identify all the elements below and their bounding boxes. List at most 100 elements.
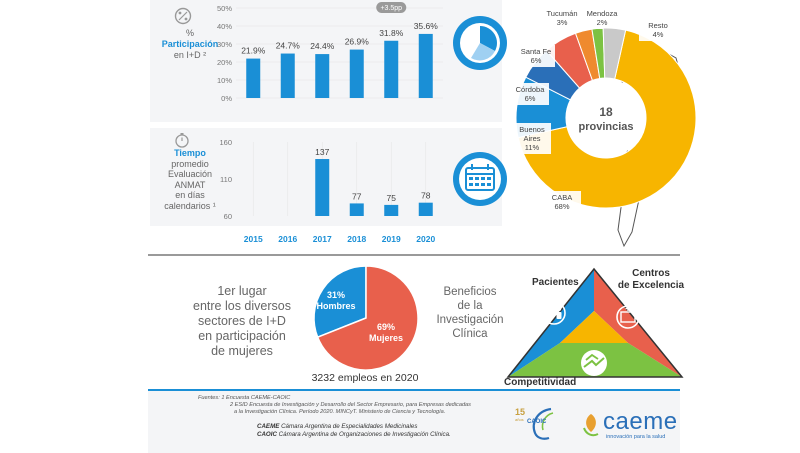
x-tick-label: 2020 (416, 234, 435, 244)
bar (349, 203, 364, 216)
y-tick-label: 60 (224, 212, 232, 221)
percent-circle-icon (174, 7, 192, 25)
y-tick-label: 110 (220, 175, 232, 184)
slice-label: Santa Fe (521, 47, 551, 56)
benefits-title-line: Beneficios (443, 286, 497, 298)
tiempo-bar-chart: 160 110 60 2015 2016 137 2017 77 2018 75 2019 78 202… (219, 138, 435, 244)
slice-label: 4% (653, 30, 664, 39)
bar (315, 54, 330, 98)
bar-value-label: 24.4% (310, 41, 335, 51)
slice-label: Resto (648, 21, 668, 30)
slice-name-label: Mujeres (369, 333, 403, 343)
tiempo-label-line: Evaluación (167, 169, 213, 179)
benefits-title: Beneficios de la Investigación Clínica (420, 285, 520, 341)
y-tick-label: 20% (217, 58, 232, 67)
slice-label: Buenos (519, 125, 545, 134)
participacion-bar-chart: 50% 40% 30% 20% 10% 0% 21.9% 24.7% 24.4% 26.9% 31.… (217, 2, 443, 103)
bar-value-label: 26.9% (345, 37, 370, 47)
benefits-title-line: de la (457, 300, 483, 312)
footer-sources: Fuentes: 1 Encuesta CAEME-CAOIC 2 ESID E… (198, 395, 518, 416)
slice-label: Tucumán (547, 9, 578, 18)
footer-accent (148, 389, 680, 391)
annotation-bubble (376, 2, 407, 13)
bar-value-label: 24.7% (276, 41, 301, 51)
women-statement-line: 1er lugar (217, 284, 267, 298)
slice-label: Córdoba (516, 85, 546, 94)
benefit-competitividad-label: Competitividad (504, 377, 577, 388)
slice-percent-label: 69% (377, 322, 395, 332)
participacion-label-line: en I+D ² (173, 50, 207, 60)
stopwatch-icon (175, 133, 189, 148)
benefit-centros-label: Centros de Excelencia (610, 268, 692, 292)
caeme-leaf-icon (583, 414, 599, 437)
caoic-logo-num: 15 (515, 407, 526, 417)
slice-label: 6% (525, 94, 536, 103)
benefit-centros-label-line: Centros (632, 268, 670, 279)
bar-value-label: 78 (421, 191, 431, 201)
pie-slice (316, 265, 419, 371)
tiempo-label-line: promedio (171, 158, 209, 169)
y-tick-label: 10% (217, 76, 232, 85)
x-tick-label: 2018 (347, 234, 366, 244)
caoic-full: Cámara Argentina de Organizaciones de In… (278, 431, 451, 438)
slice-percent-label: 31% (327, 290, 345, 300)
participacion-label-line: % (185, 28, 194, 38)
footer-org-caeme: CAEME Cámara Argentina de Especialidades… (257, 423, 417, 430)
participacion-label: % Participación en I+D ² (150, 28, 230, 61)
caoic-logo: 15 años CAOIC (515, 405, 565, 445)
footer-org-caoic: CAOIC Cámara Argentina de Organizaciones… (257, 431, 451, 438)
bar (384, 204, 399, 216)
caeme-logo-text: caeme (603, 408, 678, 435)
y-tick-label: 160 (219, 138, 232, 147)
benefits-title-line: Clínica (452, 328, 488, 340)
source-line: Fuentes: 1 Encuesta CAEME-CAOIC (198, 395, 291, 401)
bar (280, 53, 295, 98)
slice-label: 6% (531, 56, 542, 65)
source-line: a la Investigación Clínica. Período 2020… (234, 409, 446, 415)
women-statement-line: sectores de I+D (198, 314, 286, 328)
y-tick-label: 40% (217, 22, 232, 31)
pie-slice (602, 27, 627, 80)
slice-label-box (583, 7, 621, 29)
bar-value-label: 77 (352, 191, 362, 201)
slice-label: 3% (557, 18, 568, 27)
x-tick-label: 2017 (313, 234, 332, 244)
benefit-center-segment (560, 311, 628, 343)
slice-label: CABA (552, 193, 572, 202)
x-tick-label: 2015 (244, 234, 263, 244)
bar-value-label: 75 (387, 193, 397, 203)
bar-value-label: 21.9% (241, 46, 266, 56)
caeme-full: Cámara Argentina de Especialidades Medic… (281, 423, 418, 430)
bar (349, 49, 364, 98)
caoic-abbr: CAOIC (257, 431, 277, 438)
caoic-logo-text: CAOIC (527, 419, 547, 425)
women-statement-line: en participación (198, 329, 286, 343)
tiempo-label-line: calendarios ¹ (164, 200, 216, 211)
benefits-title-line: Investigación (436, 314, 504, 326)
slice-label: Mendoza (587, 9, 619, 18)
tiempo-label-line: Tiempo (174, 148, 206, 158)
tiempo-label-line: en días (175, 190, 205, 200)
pie-chart-icon (453, 16, 507, 70)
benefit-centros-label-line: de Excelencia (617, 280, 685, 291)
slice-name-label: Hombres (316, 301, 355, 311)
participacion-label-line: Participación (161, 39, 219, 49)
caoic-logo-sub: años (515, 417, 524, 422)
slice-label-box (543, 7, 581, 29)
race-icon (581, 350, 607, 376)
bar (384, 40, 399, 98)
slice-label-box (543, 191, 581, 213)
bar (418, 33, 433, 98)
y-tick-label: 0% (221, 94, 232, 103)
slice-label-box (513, 123, 551, 154)
benefit-pacientes-label: Pacientes (532, 277, 579, 288)
tiempo-label-line: ANMAT (174, 179, 206, 190)
slice-label-box (511, 83, 549, 105)
slice-label: 68% (554, 202, 569, 211)
genero-pie-chart: 31%Hombres 69%Mujeres (313, 265, 419, 371)
bar-value-label: 35.6% (414, 21, 439, 31)
annotation-label: +3.5pp (380, 5, 402, 12)
section-divider (148, 254, 680, 256)
